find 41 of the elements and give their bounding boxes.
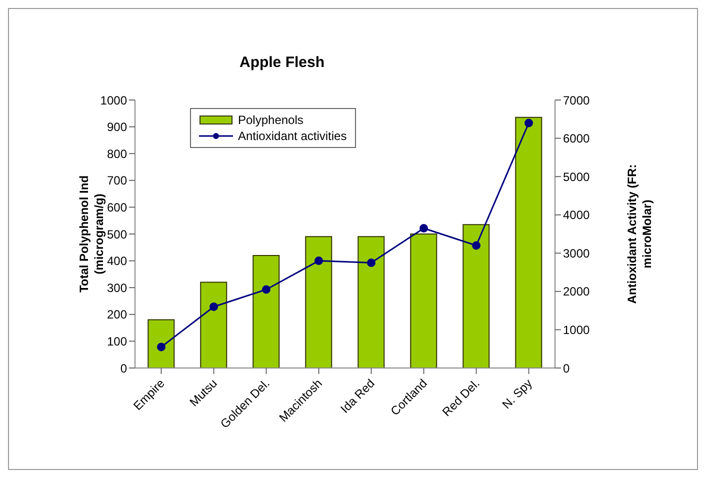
y-axis-title: Total Polyphenol Ind (microgram/g)	[77, 175, 107, 293]
point	[420, 224, 428, 233]
point	[157, 342, 166, 352]
y-tick-label: 400	[106, 254, 128, 268]
y-tick-label: 800	[106, 146, 128, 161]
legend-label: Antioxidant activities	[238, 128, 347, 144]
y-tick-label: 0	[120, 361, 128, 376]
y-tick-label: 500	[106, 227, 128, 242]
y2-tick-label: 4000	[563, 208, 590, 222]
bar	[305, 236, 332, 368]
y-tick-label: 600	[106, 200, 128, 214]
point	[210, 302, 218, 311]
y-tick-label: 200	[106, 308, 128, 322]
bar	[252, 254, 280, 368]
y2-tick-label: 1000	[563, 322, 590, 337]
point	[314, 256, 323, 266]
y2-tick-label: 5000	[563, 170, 590, 184]
point	[472, 241, 480, 250]
bar	[358, 236, 385, 368]
y2-tick-label: 0	[563, 361, 570, 376]
bar	[410, 234, 438, 368]
y2-tick-label: 7000	[563, 93, 590, 108]
y2-tick-label: 3000	[563, 246, 590, 260]
y-tick-label: 900	[106, 120, 128, 134]
bar	[515, 116, 542, 368]
bar	[148, 319, 175, 368]
y2-axis-title: Antioxidant Activity (FR: microMolar)	[625, 164, 655, 304]
bar	[200, 282, 228, 368]
chart-title: Apple Flesh	[238, 54, 326, 71]
y-tick-label: 700	[106, 174, 128, 188]
point	[262, 285, 270, 294]
y-tick-label: 1000	[100, 93, 128, 108]
y-tick-label: 300	[106, 280, 128, 295]
y-tick-label: 100	[106, 334, 128, 348]
point	[524, 118, 533, 128]
y2-tick-label: 2000	[563, 284, 590, 299]
legend-label: Polyphenols	[238, 112, 304, 128]
point	[367, 258, 376, 267]
x-tick-label: N. Spy	[500, 376, 535, 412]
y2-tick-label: 6000	[563, 132, 590, 146]
bar	[462, 224, 490, 368]
